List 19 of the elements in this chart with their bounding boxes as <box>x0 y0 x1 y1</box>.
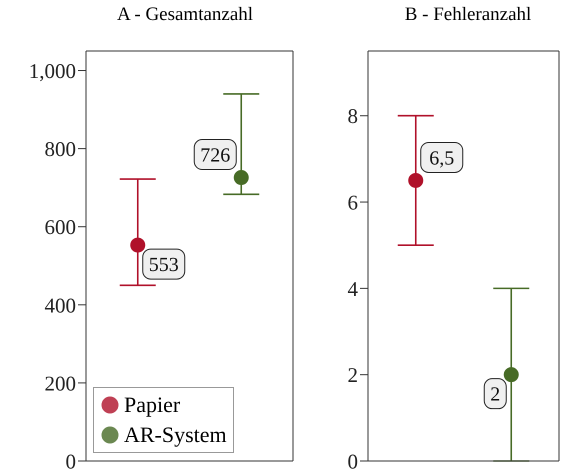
y-tick-label: 0 <box>66 449 76 471</box>
y-tick-label: 0 <box>348 449 358 471</box>
y-tick-label: 6 <box>348 190 358 215</box>
chart-title: B - Fehleranzahl <box>404 3 532 27</box>
chart-title: A - Gesamtanzahl <box>116 3 254 27</box>
data-label: 2 <box>490 384 500 406</box>
y-tick-label: 600 <box>44 215 76 240</box>
y-tick-label: 8 <box>348 104 358 128</box>
y-tick-label: 1,000 <box>28 58 76 83</box>
y-tick-label: 200 <box>44 371 76 396</box>
data-label: 553 <box>148 254 179 276</box>
y-tick-label: 800 <box>44 137 76 162</box>
y-tick-label: 400 <box>44 293 76 318</box>
legend-label: AR-System <box>124 421 227 449</box>
data-label: 726 <box>200 144 230 167</box>
legend-label: Papier <box>124 391 180 419</box>
y-tick-label: 2 <box>348 363 358 388</box>
y-tick-label: 4 <box>348 276 358 301</box>
data-label: 6,5 <box>429 147 454 170</box>
